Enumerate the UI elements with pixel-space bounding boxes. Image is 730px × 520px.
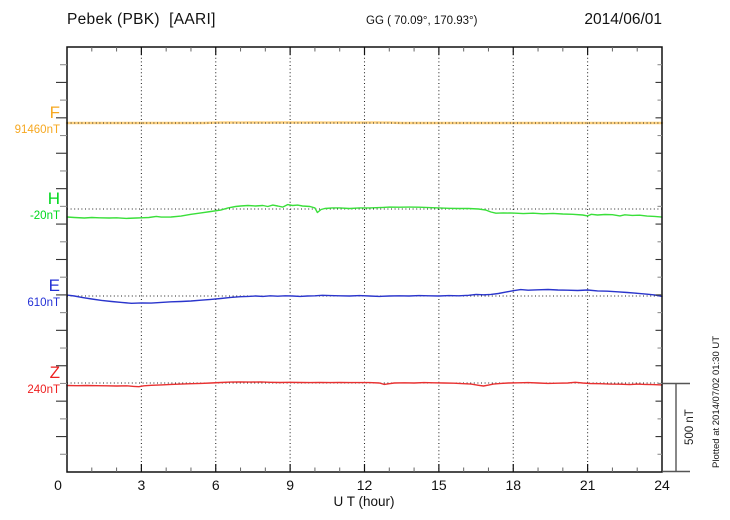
trace-E bbox=[66, 288, 663, 304]
channel-letter-F: F bbox=[49, 103, 60, 122]
x-tick-label-3: 3 bbox=[137, 477, 146, 493]
x-tick-label-12: 12 bbox=[356, 477, 373, 493]
channel-baseline-value-Z: 240nT bbox=[27, 384, 60, 396]
station-title: Pebek (PBK) [AARI] bbox=[67, 11, 216, 28]
plot-date: 2014/06/01 bbox=[584, 11, 662, 28]
x-tick-label-18: 18 bbox=[505, 477, 522, 493]
channel-label-F: F 91460nT bbox=[15, 104, 60, 137]
x-tick-label-15: 15 bbox=[431, 477, 447, 493]
channel-label-Z: Z 240nT bbox=[27, 364, 60, 397]
geographic-coordinates: GG ( 70.09°, 170.93°) bbox=[366, 15, 478, 27]
trace-H bbox=[66, 203, 663, 220]
channel-letter-H: H bbox=[47, 189, 60, 208]
channel-letter-E: E bbox=[48, 276, 60, 295]
channel-baseline-value-H: -20nT bbox=[29, 210, 60, 222]
scale-bar-label: 500 nT bbox=[684, 409, 696, 446]
x-tick-label-6: 6 bbox=[211, 477, 220, 493]
x-tick-label-0: 0 bbox=[54, 477, 62, 493]
trace-Z bbox=[66, 381, 663, 388]
x-tick-label-24: 24 bbox=[654, 477, 670, 493]
channel-label-H: H -20nT bbox=[30, 190, 60, 223]
plotted-timestamp-note: Plotted at 2014/07/02 01:30 UT bbox=[711, 335, 722, 469]
channel-baseline-value-F: 91460nT bbox=[14, 124, 60, 136]
channel-baseline-value-E: 610nT bbox=[27, 297, 60, 309]
channel-letter-Z: Z bbox=[49, 363, 60, 382]
x-axis-label: U T (hour) bbox=[333, 494, 395, 509]
channel-label-E: E 610nT bbox=[27, 277, 60, 310]
x-tick-label-21: 21 bbox=[579, 477, 596, 493]
x-tick-label-9: 9 bbox=[286, 477, 295, 493]
